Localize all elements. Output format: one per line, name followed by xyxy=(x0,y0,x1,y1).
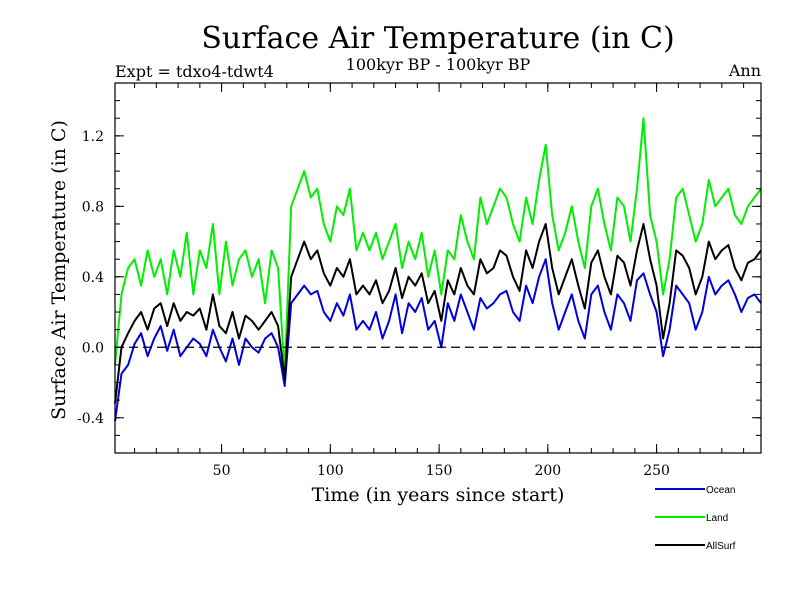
series-line-allsurf xyxy=(114,223,762,404)
y-tick-label: 1.2 xyxy=(82,129,104,145)
y-axis-label: Surface Air Temperature (in C) xyxy=(48,120,70,420)
axes-layer: -0.4 0.0 0.4 0.8 1.2 50 100 150 200 250 xyxy=(77,82,762,479)
legend-label-allsurf: AllSurf xyxy=(706,541,736,552)
legend-label-land: Land xyxy=(706,513,728,524)
series-line-land xyxy=(114,117,762,375)
y-tick-label: 0.4 xyxy=(82,270,104,286)
x-axis-label: Time (in years since start) xyxy=(312,484,565,506)
chart-subtitle-left: Expt = tdxo4-tdwt4 xyxy=(115,62,274,81)
x-tick-label: 150 xyxy=(426,463,453,479)
legend: Ocean Land AllSurf xyxy=(655,485,736,552)
y-tick-label: 0.8 xyxy=(82,199,104,215)
legend-label-ocean: Ocean xyxy=(706,485,735,496)
series-layer xyxy=(114,117,762,422)
chart-title: Surface Air Temperature (in C) xyxy=(201,21,674,56)
x-tick-label: 250 xyxy=(643,463,670,479)
chart-subtitle-right: Ann xyxy=(728,61,761,80)
x-tick-label: 100 xyxy=(317,463,344,479)
chart-subtitle-center: 100kyr BP - 100kyr BP xyxy=(346,55,531,74)
x-tick-label: 50 xyxy=(213,463,231,479)
plot-frame xyxy=(114,82,762,454)
series-line-ocean xyxy=(114,258,762,422)
y-tick-label: 0.0 xyxy=(82,340,104,356)
y-tick-label: -0.4 xyxy=(77,411,104,427)
x-tick-label: 200 xyxy=(534,463,561,479)
